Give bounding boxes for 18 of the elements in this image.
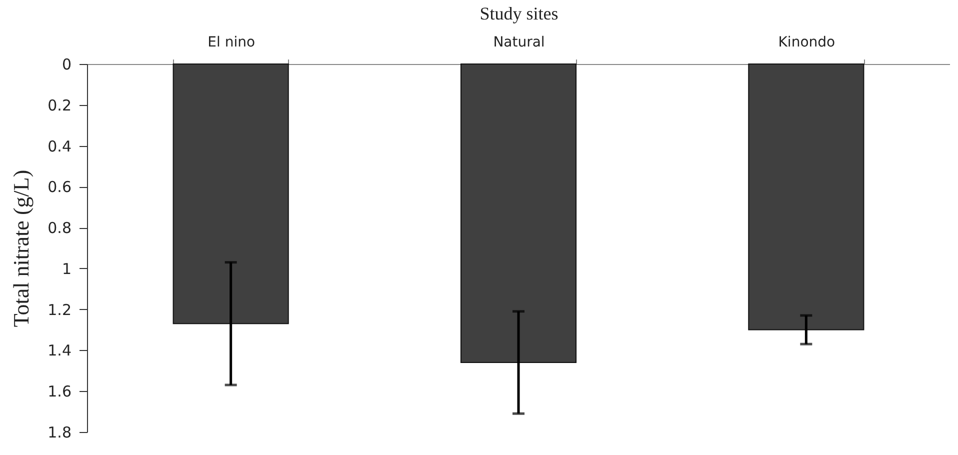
y-axis-title: Total nitrate (g/L) — [8, 170, 34, 328]
bar — [748, 64, 864, 330]
x-tick-label: Natural — [493, 34, 545, 50]
y-tick-label: 0.8 — [48, 219, 72, 238]
x-tick-label: Kinondo — [778, 34, 836, 50]
bar — [172, 64, 289, 324]
x-axis-title: Study sites — [480, 4, 558, 24]
y-tick-label: 1.2 — [48, 300, 72, 319]
y-tick-label: 1.8 — [48, 424, 72, 442]
y-tick-label: 1 — [62, 260, 72, 278]
y-tick-label: 0.6 — [48, 178, 72, 196]
y-tick-label: 1.4 — [48, 342, 72, 360]
x-tick-label: El nino — [208, 34, 256, 50]
y-tick-label: 0.4 — [48, 137, 72, 156]
y-tick-label: 0 — [62, 56, 72, 74]
bar — [460, 64, 577, 363]
y-tick-label: 0.2 — [48, 96, 72, 114]
y-tick-label: 1.6 — [48, 382, 72, 401]
